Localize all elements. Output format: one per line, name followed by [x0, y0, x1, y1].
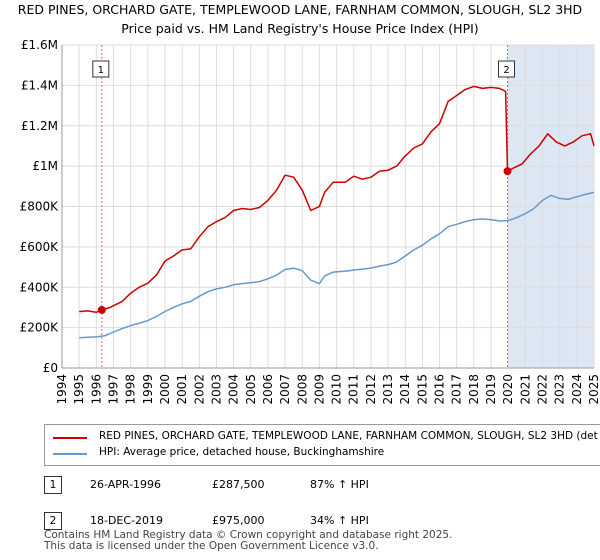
x-tick-label: 2016 — [433, 374, 447, 405]
legend: RED PINES, ORCHARD GATE, TEMPLEWOOD LANE… — [44, 424, 600, 466]
x-tick-label: 2001 — [175, 374, 189, 405]
x-tick-label: 2015 — [415, 374, 429, 405]
x-tick-label: 2011 — [347, 374, 361, 405]
x-tick-label: 2017 — [450, 374, 464, 405]
property-price-line — [79, 85, 595, 314]
x-tick-label: 2009 — [312, 374, 326, 405]
footer-copyright: Contains HM Land Registry data © Crown c… — [44, 529, 453, 541]
x-tick-label: 2024 — [570, 374, 584, 405]
y-tick-label: £1M — [32, 159, 58, 173]
sale-point — [503, 167, 512, 176]
x-tick-label: 2002 — [192, 374, 206, 405]
y-tick-label: £0 — [43, 361, 58, 375]
x-tick-label: 2008 — [295, 374, 309, 405]
x-tick-label: 1998 — [124, 374, 138, 405]
x-tick-label: 2000 — [158, 374, 172, 405]
x-tick-label: 1996 — [89, 374, 103, 405]
x-tick-label: 2006 — [261, 374, 275, 405]
x-tick-label: 2019 — [484, 374, 498, 405]
x-tick-label: 2020 — [501, 374, 515, 405]
y-tick-label: £800K — [20, 200, 60, 214]
transaction-marker: 2 — [44, 512, 62, 530]
chart-subtitle: Price paid vs. HM Land Registry's House … — [121, 21, 479, 36]
y-tick-label: £200K — [20, 321, 60, 335]
chart-title: RED PINES, ORCHARD GATE, TEMPLEWOOD LANE… — [17, 2, 583, 17]
y-tick-label: £600K — [20, 240, 60, 254]
legend-swatch-hpi — [53, 453, 87, 455]
x-tick-label: 2004 — [227, 374, 241, 405]
footer-licence: This data is licensed under the Open Gov… — [44, 540, 379, 552]
x-tick-label: 2005 — [244, 374, 258, 405]
y-tick-label: £1.2M — [21, 119, 58, 133]
transaction-row: 2 18-DEC-2019 £975,000 34% ↑ HPI — [44, 512, 444, 532]
x-tick-label: 2007 — [278, 374, 292, 405]
x-tick-label: 2013 — [381, 374, 395, 405]
sale-marker-label: 2 — [503, 65, 509, 76]
x-tick-label: 1999 — [141, 374, 155, 405]
sale-marker-label: 1 — [98, 65, 104, 76]
sale-point — [97, 305, 106, 314]
transaction-hpi: 87% ↑ HPI — [310, 478, 369, 491]
y-tick-label: £400K — [20, 280, 60, 294]
x-tick-label: 2014 — [398, 374, 412, 405]
sale-marker-box — [92, 60, 110, 78]
x-tick-label: 1994 — [55, 374, 69, 405]
legend-swatch-property — [53, 437, 87, 439]
y-tick-label: £1.6M — [21, 38, 58, 52]
x-tick-label: 2012 — [364, 374, 378, 405]
y-tick-label: £1.4M — [21, 78, 58, 92]
footer: Contains HM Land Registry data © Crown c… — [44, 530, 452, 552]
transaction-hpi: 34% ↑ HPI — [310, 514, 369, 527]
x-tick-label: 2021 — [518, 374, 532, 405]
transaction-row: 1 26-APR-1996 £287,500 87% ↑ HPI — [44, 476, 444, 496]
x-tick-label: 2018 — [467, 374, 481, 405]
x-tick-label: 2010 — [330, 374, 344, 405]
x-tick-label: 1997 — [106, 374, 120, 405]
hpi-line — [79, 191, 595, 339]
legend-label-hpi: HPI: Average price, detached house, Buck… — [99, 446, 385, 458]
transaction-date: 26-APR-1996 — [90, 478, 162, 491]
x-tick-label: 2022 — [536, 374, 550, 405]
transaction-price: £287,500 — [212, 478, 265, 491]
x-tick-label: 2023 — [553, 374, 567, 405]
legend-label-property: RED PINES, ORCHARD GATE, TEMPLEWOOD LANE… — [99, 430, 598, 442]
x-tick-label: 1995 — [72, 374, 86, 405]
price-chart: £0 £200K £400K £600K £800K £1M £1.2M £1.4M £1.6M… — [20, 38, 600, 405]
x-tick-label: 2025 — [587, 374, 600, 405]
transaction-price: £975,000 — [212, 514, 265, 527]
x-tick-label: 2003 — [209, 374, 223, 405]
sale-marker-box — [498, 60, 516, 78]
transaction-date: 18-DEC-2019 — [90, 514, 164, 527]
transactions-table: 1 26-APR-1996 £287,500 87% ↑ HPI 2 18-DE… — [44, 476, 444, 548]
transaction-marker: 1 — [44, 476, 62, 494]
